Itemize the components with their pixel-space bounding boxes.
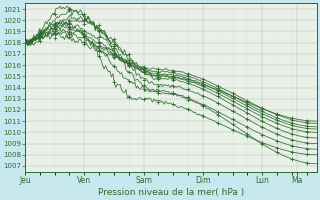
- X-axis label: Pression niveau de la mer( hPa ): Pression niveau de la mer( hPa ): [98, 188, 244, 197]
